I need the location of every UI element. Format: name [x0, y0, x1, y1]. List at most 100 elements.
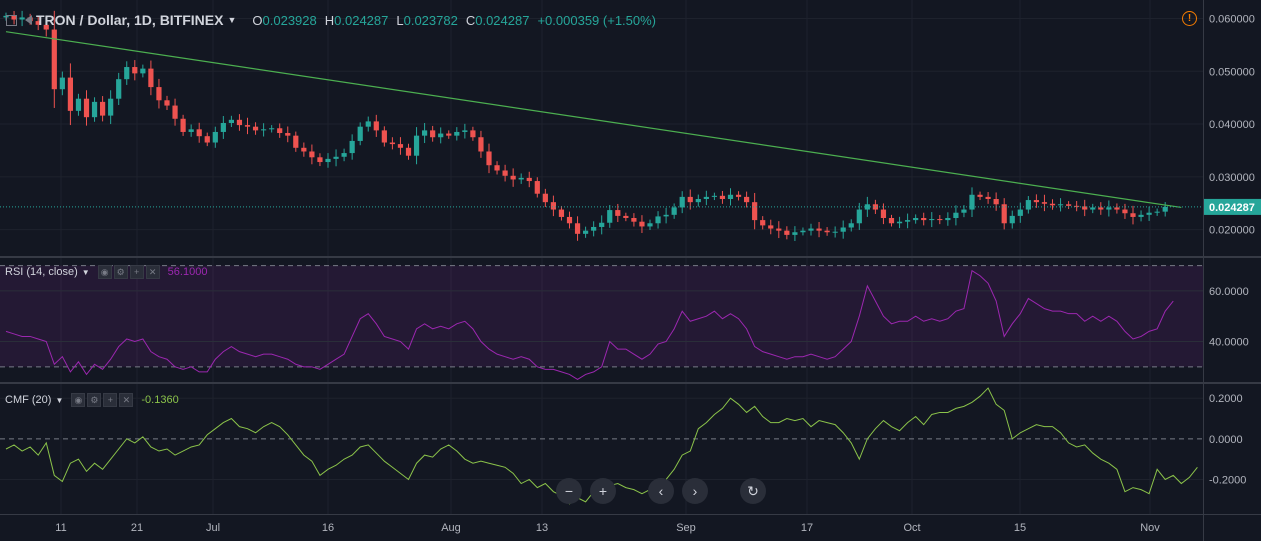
candle	[502, 164, 508, 182]
candle-body	[172, 105, 178, 119]
candle	[269, 125, 275, 133]
candle-body	[1130, 213, 1136, 217]
candle-body	[840, 227, 846, 232]
candle-body	[1138, 214, 1144, 217]
plus-icon[interactable]: +	[103, 393, 118, 407]
candle	[1041, 194, 1048, 212]
cmf-controls: ◉ ⚙ + ✕	[71, 393, 134, 407]
candle-body	[832, 231, 838, 233]
candle	[607, 205, 613, 228]
candle	[220, 116, 226, 139]
candle-body	[687, 196, 693, 203]
candle	[108, 90, 114, 125]
candle-body	[83, 98, 90, 118]
candle	[913, 214, 919, 224]
candle-body	[430, 130, 436, 138]
candle	[244, 117, 251, 135]
close-icon[interactable]: ✕	[119, 393, 134, 407]
candle	[430, 125, 436, 142]
candle	[204, 132, 210, 147]
candle	[365, 116, 371, 132]
reset-button[interactable]: ↻	[740, 478, 766, 504]
candle-body	[478, 137, 484, 152]
x-tick-label: 15	[1014, 522, 1026, 534]
candle-body	[1009, 215, 1015, 224]
candle	[872, 199, 878, 214]
y-tick-label: 0.040000	[1209, 119, 1255, 131]
chevron-down-icon[interactable]: ▼	[55, 395, 64, 405]
candle-body	[1057, 204, 1064, 206]
candle-body	[744, 196, 750, 203]
candle-body	[220, 122, 226, 132]
candle	[373, 114, 379, 137]
alert-icon[interactable]: !	[1182, 11, 1197, 26]
candle	[735, 191, 742, 201]
candle	[1057, 198, 1064, 212]
candle-body	[413, 135, 420, 156]
flag-icon[interactable]	[25, 15, 32, 25]
rsi-line	[5, 269, 1174, 381]
candle-body	[800, 230, 806, 233]
candle-body	[1114, 207, 1120, 210]
candle-body	[518, 177, 524, 180]
scroll-right-button[interactable]: ›	[682, 478, 708, 504]
plus-icon[interactable]: +	[129, 265, 144, 279]
candle-body	[679, 196, 685, 208]
candle	[285, 126, 291, 143]
eye-icon[interactable]: ◉	[71, 393, 86, 407]
candle-body	[397, 144, 404, 148]
candle	[1106, 200, 1112, 217]
chevron-down-icon[interactable]: ▼	[227, 15, 237, 25]
candle-body	[140, 68, 146, 74]
symbol-title[interactable]: TRON / Dollar, 1D, BITFINEX	[36, 12, 224, 28]
candle	[1074, 200, 1080, 212]
candle	[768, 219, 774, 235]
eye-icon[interactable]: ◉	[97, 265, 112, 279]
gear-icon[interactable]: ⚙	[87, 393, 102, 407]
candle-body	[784, 230, 790, 235]
candle	[1082, 199, 1088, 217]
candle	[840, 220, 846, 239]
y-tick-label: 0.060000	[1209, 13, 1255, 25]
candle-body	[252, 126, 259, 131]
candle-body	[228, 119, 234, 123]
candle-body	[462, 130, 468, 132]
candle-body	[945, 217, 951, 221]
candle-body	[285, 133, 291, 136]
candle	[985, 192, 991, 204]
candle	[558, 205, 565, 221]
cmf-legend: CMF (20) ▼ ◉ ⚙ + ✕ -0.1360	[5, 392, 179, 408]
candle-body	[325, 158, 331, 163]
gear-icon[interactable]: ⚙	[113, 265, 128, 279]
candle	[905, 213, 911, 229]
candle-body	[727, 194, 734, 199]
candle-body	[921, 217, 927, 221]
candle	[180, 114, 186, 136]
ohlc-low-label: L	[396, 12, 404, 28]
candle-body	[993, 198, 999, 205]
ohlc-close-label: C	[465, 12, 476, 28]
zoom-out-button[interactable]: −	[556, 478, 582, 504]
candle-body	[752, 202, 758, 221]
close-icon[interactable]: ✕	[145, 265, 160, 279]
candle-body	[953, 212, 959, 218]
candle-body	[156, 87, 162, 101]
y-tick-label: 0.050000	[1209, 66, 1255, 78]
candle-body	[663, 214, 669, 217]
cmf-label[interactable]: CMF (20)	[5, 394, 52, 406]
candle	[124, 61, 130, 85]
square-icon[interactable]	[6, 14, 17, 26]
candle-body	[349, 140, 355, 154]
chevron-down-icon[interactable]: ▼	[81, 267, 90, 277]
scroll-left-button[interactable]: ‹	[648, 478, 674, 504]
zoom-in-button[interactable]: +	[590, 478, 616, 504]
candle	[116, 72, 122, 105]
rsi-label[interactable]: RSI (14, close)	[5, 266, 78, 278]
candle	[164, 95, 170, 111]
candle-body	[776, 228, 782, 231]
candle-body	[599, 222, 605, 227]
candle-body	[67, 77, 73, 111]
candle	[341, 148, 347, 162]
candle-body	[301, 147, 307, 152]
